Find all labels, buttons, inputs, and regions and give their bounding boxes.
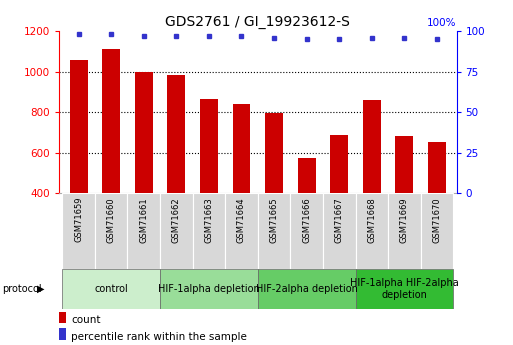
Bar (160, 193, 192, 269)
Text: HIF-1alpha depletion: HIF-1alpha depletion (158, 284, 260, 294)
Bar (59, 328, 66, 339)
Bar (200, 99, 218, 193)
Bar (192, 193, 225, 269)
Text: GSM71666: GSM71666 (302, 197, 311, 243)
Text: GSM71661: GSM71661 (139, 197, 148, 243)
Bar (356, 269, 453, 309)
Text: protocol: protocol (3, 284, 42, 294)
Text: ▶: ▶ (37, 284, 45, 294)
Bar (70, 60, 88, 193)
Bar (102, 49, 120, 193)
Bar (323, 193, 356, 269)
Text: GSM71660: GSM71660 (107, 197, 115, 243)
Text: HIF-1alpha HIF-2alpha
depletion: HIF-1alpha HIF-2alpha depletion (350, 278, 459, 300)
Text: percentile rank within the sample: percentile rank within the sample (71, 332, 247, 342)
Bar (290, 193, 323, 269)
Text: GSM71662: GSM71662 (172, 197, 181, 243)
Text: count: count (71, 315, 101, 325)
Text: GSM71659: GSM71659 (74, 197, 83, 243)
Text: GSM71663: GSM71663 (204, 197, 213, 243)
Text: GSM71667: GSM71667 (335, 197, 344, 243)
Bar (258, 193, 290, 269)
Bar (160, 269, 258, 309)
Bar (330, 136, 348, 193)
Text: GSM71665: GSM71665 (269, 197, 279, 243)
Text: HIF-2alpha depletion: HIF-2alpha depletion (255, 284, 358, 294)
Title: GDS2761 / GI_19923612-S: GDS2761 / GI_19923612-S (165, 14, 350, 29)
Bar (363, 100, 381, 193)
Bar (265, 113, 283, 193)
Bar (127, 193, 160, 269)
Text: 100%: 100% (427, 18, 457, 28)
Bar (388, 193, 421, 269)
Bar (356, 193, 388, 269)
Bar (232, 104, 250, 193)
Bar (62, 193, 95, 269)
Bar (298, 158, 315, 193)
Text: GSM71668: GSM71668 (367, 197, 377, 243)
Bar (428, 141, 446, 193)
Bar (396, 136, 413, 193)
Bar (59, 312, 66, 323)
Bar (62, 269, 160, 309)
Bar (135, 71, 153, 193)
Bar (95, 193, 127, 269)
Bar (258, 269, 356, 309)
Text: GSM71664: GSM71664 (237, 197, 246, 243)
Bar (225, 193, 258, 269)
Bar (421, 193, 453, 269)
Bar (167, 75, 185, 193)
Text: GSM71669: GSM71669 (400, 197, 409, 243)
Text: GSM71670: GSM71670 (432, 197, 442, 243)
Text: control: control (94, 284, 128, 294)
